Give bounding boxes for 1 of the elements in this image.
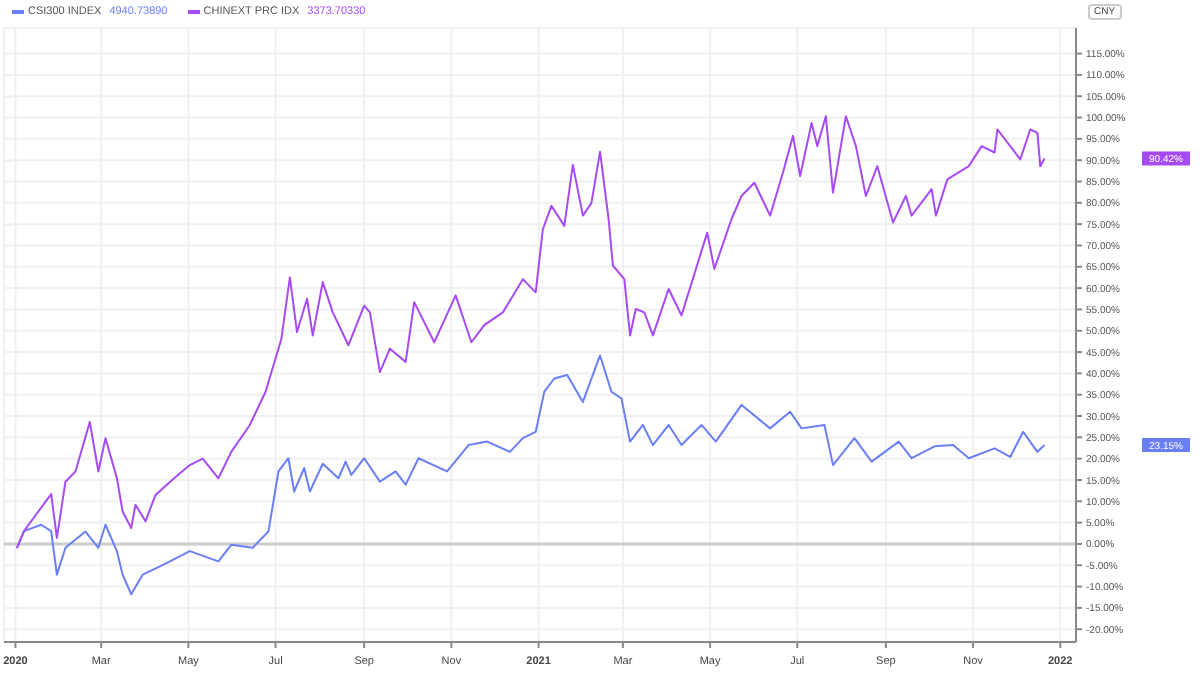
line-series xyxy=(15,115,1046,550)
